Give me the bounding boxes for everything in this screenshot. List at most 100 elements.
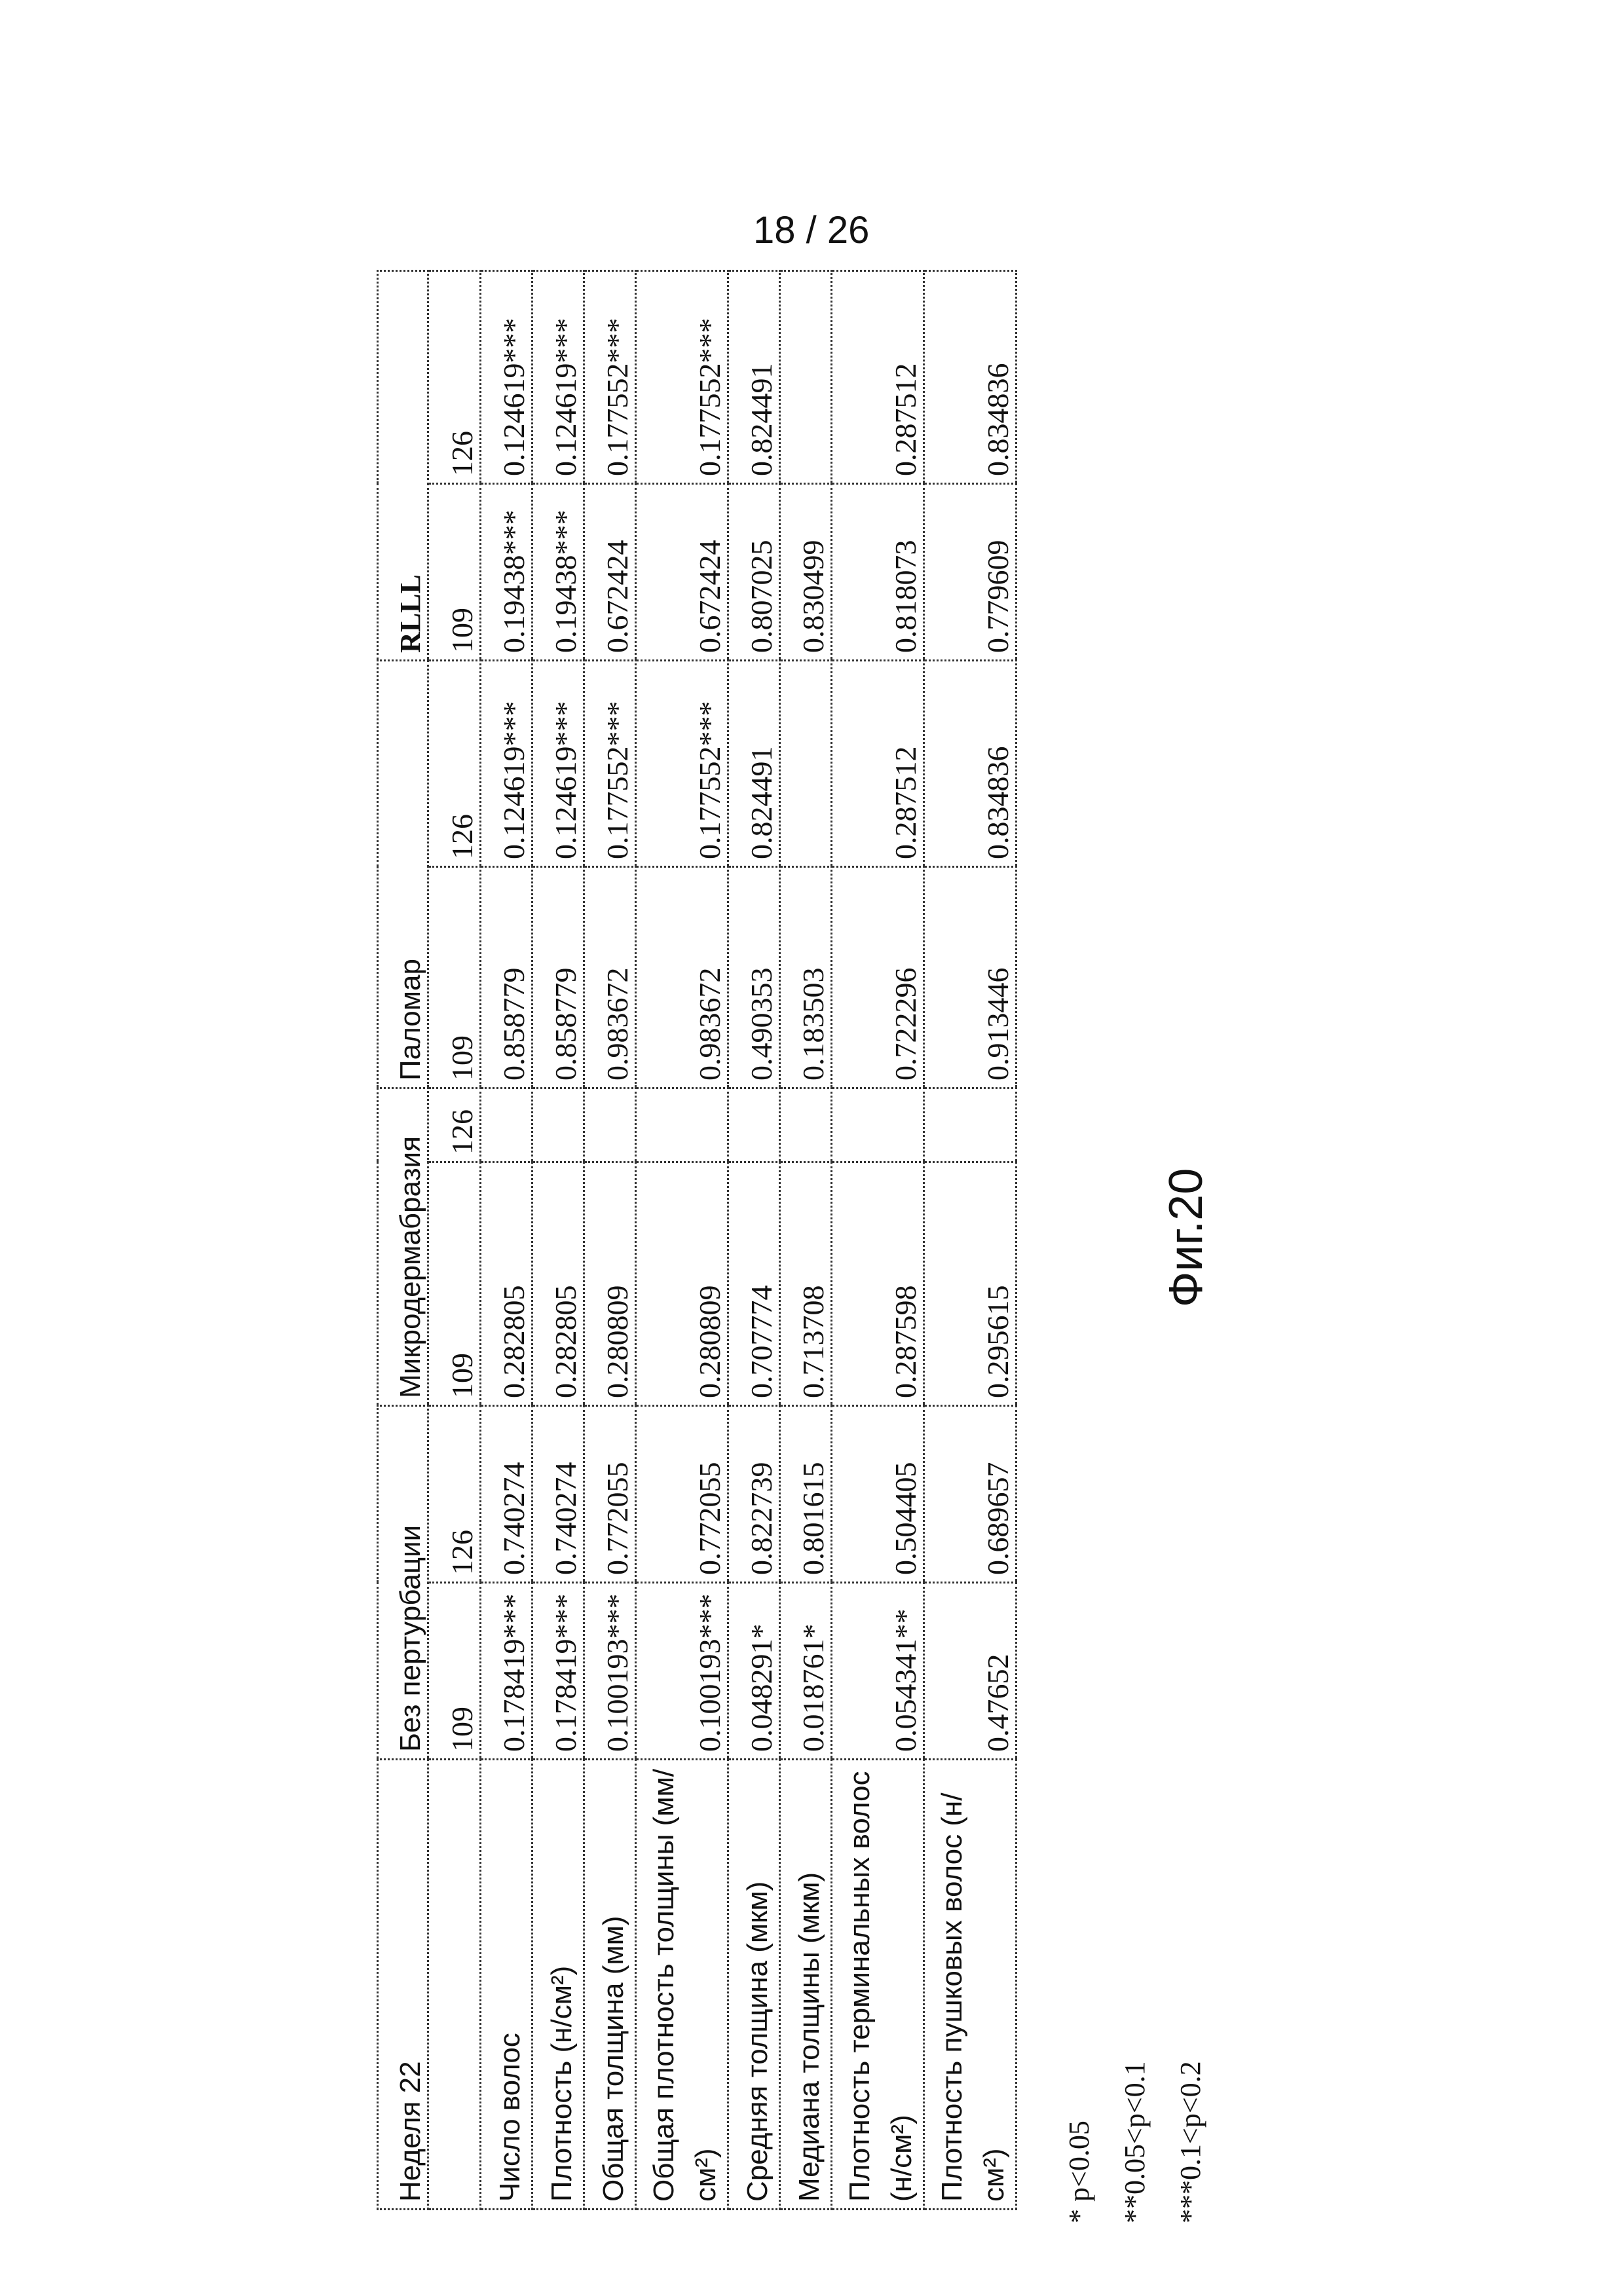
value-cell: 0.124619***	[481, 270, 532, 483]
table-row: Плотность (н/см²)0.178419***0.7402740.28…	[532, 270, 584, 2209]
subheader: 126	[428, 1088, 481, 1162]
value-cell: 0.713708	[780, 1162, 832, 1405]
group-header: RLLL	[378, 270, 428, 660]
value-cell: 0.177552***	[584, 270, 636, 483]
value-cell: 0.672424	[636, 483, 728, 660]
value-cell: 0.287598	[832, 1162, 924, 1405]
value-cell: 0.018761*	[780, 1583, 832, 1760]
value-cell	[924, 1088, 1017, 1162]
value-cell: 0.913446	[924, 866, 1017, 1088]
value-cell: 0.295615	[924, 1162, 1017, 1405]
value-cell: 0.807025	[728, 483, 780, 660]
value-cell: 0.287512	[832, 660, 924, 866]
row-label: Общая толщина (мм)	[584, 1760, 636, 2210]
footnotes: * p<0.05 **0.05<p<0.1 ***0.1<p<0.2	[1051, 1817, 1218, 2223]
value-cell: 0.100193***	[584, 1583, 636, 1760]
value-cell: 0.054341**	[832, 1583, 924, 1760]
subheader-row: 109 126 109 126 109 126 109 126	[428, 270, 481, 2209]
value-cell: 0.818073	[832, 483, 924, 660]
value-cell: 0.177552***	[636, 660, 728, 866]
value-cell	[636, 1088, 728, 1162]
value-cell: 0.689657	[924, 1405, 1017, 1582]
value-cell: 0.19438***	[481, 483, 532, 660]
value-cell: 0.282805	[481, 1162, 532, 1405]
subheader: 126	[428, 1405, 481, 1582]
value-cell: 0.858779	[481, 866, 532, 1088]
value-cell: 0.048291*	[728, 1583, 780, 1760]
row-label: Средняя толщина (мкм)	[728, 1760, 780, 2210]
subheader: 109	[428, 866, 481, 1088]
value-cell: 0.740274	[481, 1405, 532, 1582]
value-cell: 0.178419***	[481, 1583, 532, 1760]
value-cell: 0.124619***	[532, 660, 584, 866]
value-cell: 0.177552***	[636, 270, 728, 483]
value-cell: 0.983672	[636, 866, 728, 1088]
value-cell: 0.707774	[728, 1162, 780, 1405]
value-cell	[584, 1088, 636, 1162]
empty-cell	[428, 1760, 481, 2210]
table-row: Медиана толщины (мкм)0.018761*0.8016150.…	[780, 270, 832, 2209]
results-table: Неделя 22 Без пертурбации Микродермабраз…	[377, 272, 1017, 2210]
value-cell: 0.124619***	[532, 270, 584, 483]
value-cell: 0.490353	[728, 866, 780, 1088]
footnote: ***0.1<p<0.2	[1163, 1817, 1218, 2223]
value-cell: 0.280809	[584, 1162, 636, 1405]
footnote: * p<0.05	[1051, 1817, 1107, 2223]
value-cell: 0.822739	[728, 1405, 780, 1582]
value-cell	[532, 1088, 584, 1162]
value-cell	[728, 1088, 780, 1162]
subheader: 126	[428, 660, 481, 866]
value-cell: 0.19438***	[532, 483, 584, 660]
table-row: Плотность терминальных волос (н/см²)0.05…	[832, 270, 924, 2209]
subheader: 109	[428, 1583, 481, 1760]
table-row: Число волос0.178419***0.7402740.282805 0.…	[481, 270, 532, 2209]
table-row: Общая толщина (мм)0.100193***0.7720550.2…	[584, 270, 636, 2209]
value-cell: 0.801615	[780, 1405, 832, 1582]
row-label: Медиана толщины (мкм)	[780, 1760, 832, 2210]
value-cell: 0.824491	[728, 270, 780, 483]
footnote: **0.05<p<0.1	[1107, 1817, 1163, 2223]
row-label: Плотность пушковых волос (н/см²)	[924, 1760, 1017, 2210]
value-cell	[832, 1088, 924, 1162]
value-cell: 0.47652	[924, 1583, 1017, 1760]
table-row: Общая плотность толщины (мм/см²)0.100193…	[636, 270, 728, 2209]
value-cell: 0.504405	[832, 1405, 924, 1582]
table-row: Плотность пушковых волос (н/см²)0.476520…	[924, 270, 1017, 2209]
row-label: Общая плотность толщины (мм/см²)	[636, 1760, 728, 2210]
value-cell: 0.834836	[924, 660, 1017, 866]
value-cell: 0.100193***	[636, 1583, 728, 1760]
value-cell: 0.740274	[532, 1405, 584, 1582]
value-cell: 0.834836	[924, 270, 1017, 483]
value-cell	[481, 1088, 532, 1162]
value-cell: 0.824491	[728, 660, 780, 866]
value-cell	[780, 270, 832, 483]
subheader: 126	[428, 270, 481, 483]
corner-cell: Неделя 22	[378, 1760, 428, 2210]
table-row: Средняя толщина (мкм)0.048291*0.8227390.…	[728, 270, 780, 2209]
value-cell: 0.280809	[636, 1162, 728, 1405]
group-header: Паломар	[378, 660, 428, 1088]
value-cell: 0.830499	[780, 483, 832, 660]
value-cell: 0.983672	[584, 866, 636, 1088]
row-label: Плотность терминальных волос (н/см²)	[832, 1760, 924, 2210]
value-cell	[780, 660, 832, 866]
value-cell: 0.779609	[924, 483, 1017, 660]
value-cell: 0.772055	[584, 1405, 636, 1582]
row-label: Плотность (н/см²)	[532, 1760, 584, 2210]
group-header: Без пертурбации	[378, 1405, 428, 1759]
value-cell: 0.178419***	[532, 1583, 584, 1760]
subheader: 109	[428, 1162, 481, 1405]
page-number: 18 / 26	[753, 208, 869, 252]
value-cell: 0.722296	[832, 866, 924, 1088]
value-cell: 0.282805	[532, 1162, 584, 1405]
value-cell: 0.672424	[584, 483, 636, 660]
row-label: Число волос	[481, 1760, 532, 2210]
value-cell: 0.124619***	[481, 660, 532, 866]
figure-label: Фиг.20	[1159, 1100, 1213, 1375]
value-cell: 0.772055	[636, 1405, 728, 1582]
group-header: Микродермабразия	[378, 1088, 428, 1405]
value-cell	[780, 1088, 832, 1162]
value-cell: 0.858779	[532, 866, 584, 1088]
value-cell: 0.177552***	[584, 660, 636, 866]
value-cell: 0.287512	[832, 270, 924, 483]
